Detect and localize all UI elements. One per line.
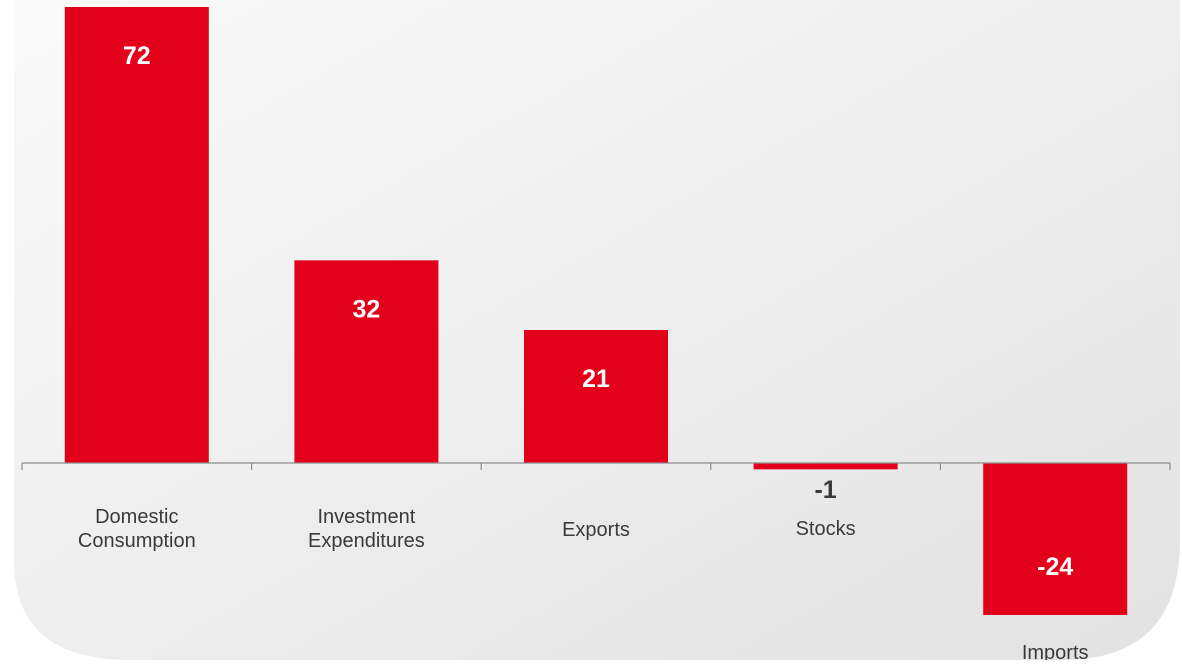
category-label: Expenditures [308, 530, 425, 552]
bar-value-label: 32 [352, 295, 380, 323]
bar-value-label: -1 [814, 476, 836, 504]
bar-value-label: 72 [123, 42, 151, 70]
bar-value-label: -24 [1037, 553, 1073, 581]
bar-stocks [753, 463, 898, 470]
bar-exports [524, 330, 668, 463]
category-label: Consumption [78, 530, 196, 552]
category-label: Investment [317, 506, 415, 528]
category-label: Exports [562, 519, 630, 541]
bar-imports [983, 463, 1128, 615]
bars-layer [64, 7, 1128, 615]
category-label: Imports [1022, 642, 1089, 660]
bar-value-label: 21 [582, 365, 610, 393]
category-label: Domestic [95, 506, 178, 528]
x-axis [21, 462, 1171, 470]
bar-domestic [64, 7, 209, 463]
bar-investment [294, 260, 439, 463]
category-label: Stocks [796, 518, 856, 540]
